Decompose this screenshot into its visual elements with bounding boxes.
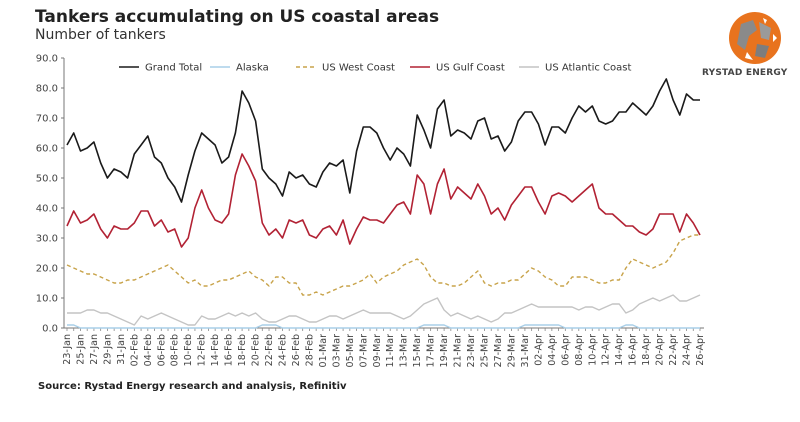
series-line-us-atlantic-coast	[67, 294, 701, 326]
series-line-grand-total	[66, 78, 700, 203]
y-tick-label: 60.0	[36, 144, 58, 155]
legend-label: Grand Total	[145, 63, 202, 74]
x-tick-label: 04-Apr	[547, 334, 558, 366]
x-tick-label: 29-Mar	[506, 334, 517, 368]
x-tick-label: 24-Apr	[682, 334, 693, 366]
legend-label: US Gulf Coast	[436, 63, 505, 74]
y-tick-label: 80.0	[36, 84, 58, 95]
series-line-alaska	[67, 324, 700, 329]
x-tick-label: 02-Apr	[533, 334, 544, 366]
x-tick-label: 25-Mar	[480, 334, 491, 368]
x-tick-label: 20-Feb	[251, 334, 262, 366]
x-tick-label: 08-Apr	[574, 334, 585, 366]
x-tick-label: 13-Mar	[399, 334, 410, 368]
x-tick-label: 31-Mar	[520, 334, 531, 368]
x-tick-label: 11-Mar	[385, 334, 396, 368]
brand-name: RYSTAD ENERGY	[702, 68, 788, 78]
legend-item: Grand Total	[119, 63, 202, 74]
x-tick-label: 22-Feb	[264, 334, 275, 366]
series-line-us-west-coast	[66, 234, 700, 296]
y-tick-label: 90.0	[36, 54, 58, 65]
x-tick-label: 10-Apr	[587, 334, 598, 366]
y-tick-label: 0.0	[42, 324, 58, 335]
x-tick-label: 14-Apr	[614, 334, 625, 366]
x-tick-label: 16-Apr	[628, 334, 639, 366]
x-tick-label: 28-Feb	[304, 334, 315, 366]
x-tick-label: 17-Mar	[426, 334, 437, 368]
y-tick-label: 10.0	[36, 294, 58, 305]
y-tick-label: 40.0	[36, 204, 58, 215]
x-tick-label: 27-Mar	[493, 334, 504, 368]
x-tick-label: 24-Feb	[277, 334, 288, 366]
x-tick-label: 10-Feb	[183, 334, 194, 366]
legend-item: US West Coast	[296, 63, 395, 74]
x-tick-label: 15-Mar	[412, 334, 423, 368]
x-tick-label: 26-Feb	[291, 334, 302, 366]
source-note: Source: Rystad Energy research and analy…	[38, 381, 347, 392]
x-tick-label: 19-Mar	[439, 334, 450, 368]
x-tick-label: 23-Mar	[466, 334, 477, 368]
x-tick-label: 05-Mar	[345, 334, 356, 368]
x-tick-label: 18-Apr	[641, 334, 652, 366]
x-tick-label: 12-Feb	[197, 334, 208, 366]
x-tick-label: 25-Jan	[75, 334, 86, 365]
x-tick-label: 18-Feb	[237, 334, 248, 366]
x-tick-label: 29-Jan	[102, 334, 113, 365]
x-tick-label: 22-Apr	[668, 334, 679, 366]
x-tick-label: 03-Mar	[331, 334, 342, 368]
rystad-globe-icon	[729, 12, 781, 64]
legend-label: US Atlantic Coast	[545, 63, 631, 74]
x-tick-label: 23-Jan	[62, 334, 73, 365]
y-tick-label: 70.0	[36, 114, 58, 125]
y-tick-label: 30.0	[36, 234, 58, 245]
x-tick-label: 31-Jan	[116, 334, 127, 365]
x-tick-label: 01-Mar	[318, 334, 329, 368]
x-tick-label: 04-Feb	[143, 334, 154, 366]
legend-item: US Gulf Coast	[410, 63, 505, 74]
x-tick-label: 08-Feb	[170, 334, 181, 366]
x-tick-label: 06-Feb	[156, 334, 167, 366]
series-line-us-gulf-coast	[66, 153, 701, 248]
x-tick-label: 12-Apr	[601, 334, 612, 366]
x-tick-label: 26-Apr	[695, 334, 706, 366]
legend-item: Alaska	[210, 63, 269, 74]
chart-subtitle: Number of tankers	[35, 27, 166, 43]
x-tick-label: 16-Feb	[224, 334, 235, 366]
chart-title: Tankers accumulating on US coastal areas	[35, 7, 440, 27]
x-tick-label: 21-Mar	[453, 334, 464, 368]
x-tick-label: 07-Mar	[358, 334, 369, 368]
x-tick-label: 02-Feb	[129, 334, 140, 366]
y-tick-label: 50.0	[36, 174, 58, 185]
x-tick-label: 27-Jan	[89, 334, 100, 365]
legend-label: US West Coast	[322, 63, 395, 74]
x-tick-label: 20-Apr	[655, 334, 666, 366]
legend-label: Alaska	[236, 63, 269, 74]
x-tick-label: 14-Feb	[210, 334, 221, 366]
x-tick-label: 06-Apr	[560, 334, 571, 366]
x-tick-label: 09-Mar	[372, 334, 383, 368]
y-tick-label: 20.0	[36, 264, 58, 275]
legend-item: US Atlantic Coast	[519, 63, 631, 74]
